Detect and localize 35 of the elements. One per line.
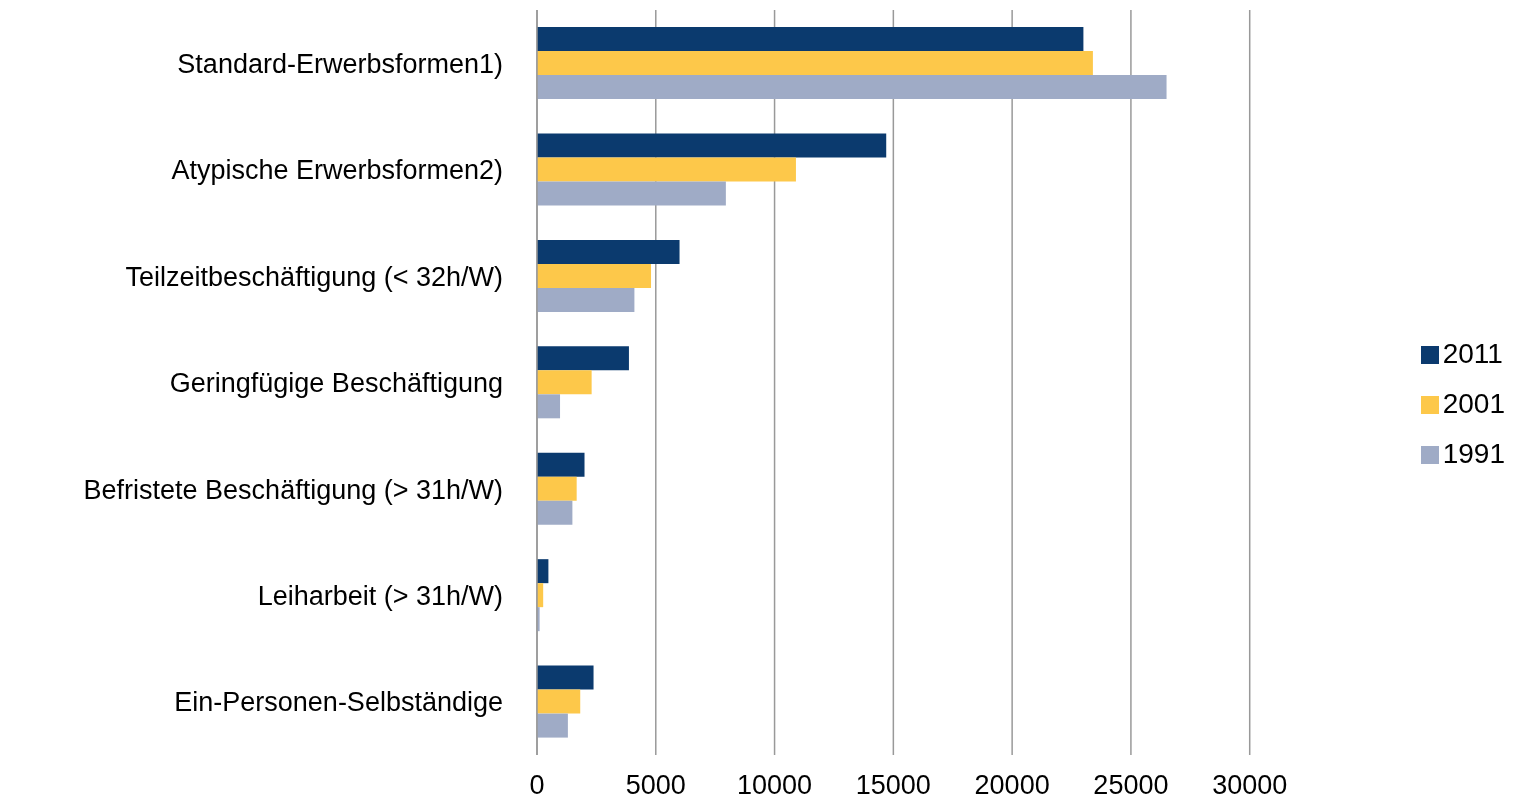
bar (537, 287, 635, 312)
y-tick-label: Leiharbeit (> 31h/W) (257, 580, 503, 611)
x-tick-label: 15000 (855, 770, 931, 801)
bar (537, 239, 680, 264)
x-tick-label: 20000 (974, 770, 1050, 801)
bar (537, 27, 1084, 52)
x-tick-label: 0 (529, 770, 545, 801)
legend-label: 1991 (1442, 437, 1505, 469)
y-tick-label: Standard-Erwerbsformen1) (177, 48, 503, 79)
bar (537, 133, 887, 158)
bar (537, 370, 592, 395)
y-tick-label: Ein-Personen-Selbständige (174, 687, 503, 718)
y-tick-label: Atypische Erwerbsformen2) (171, 155, 503, 186)
bar (537, 394, 561, 419)
bar (537, 665, 594, 690)
x-tick-label: 10000 (737, 770, 813, 801)
bar (537, 346, 629, 371)
bar (537, 476, 577, 501)
bar (537, 181, 726, 206)
x-tick-label: 30000 (1212, 770, 1288, 801)
y-tick-label: Geringfügige Beschäftigung (169, 368, 503, 399)
bar (537, 500, 573, 525)
y-tick-label: Befristete Beschäftigung (> 31h/W) (83, 474, 503, 505)
y-tick-label: Teilzeitbeschäftigung (< 32h/W) (125, 261, 503, 292)
bar (537, 713, 568, 738)
legend-label: 2001 (1442, 387, 1505, 419)
legend-label: 2011 (1442, 337, 1503, 369)
bar (537, 263, 652, 288)
bar (537, 75, 1167, 100)
x-tick-label: 5000 (625, 770, 686, 801)
bar (537, 689, 581, 714)
bar (537, 452, 585, 477)
x-tick-label: 25000 (1093, 770, 1169, 801)
bar (537, 51, 1093, 76)
bar (537, 157, 796, 182)
